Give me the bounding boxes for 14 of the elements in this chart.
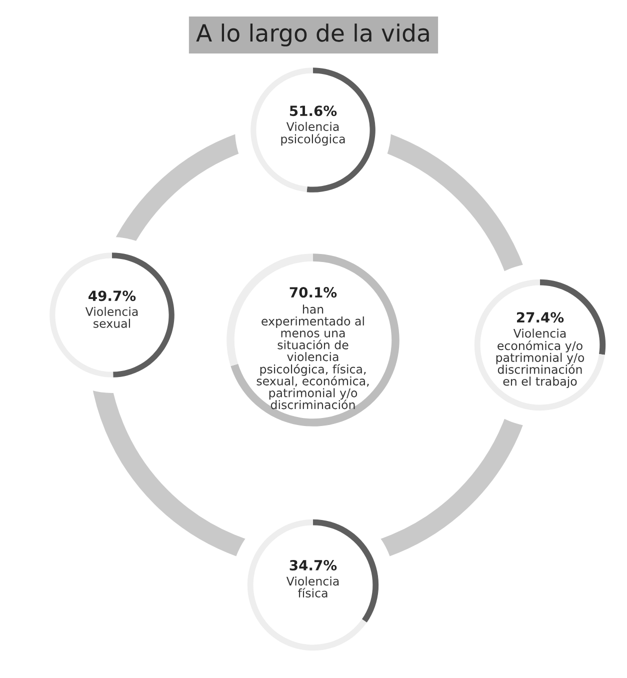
data-label: 51.6% <box>290 106 337 116</box>
slice-label: Violencia psicológica <box>281 122 345 146</box>
slice-label: Violencia económica y/o patrimonial y/o discriminación en el trabajo <box>496 328 584 388</box>
donut-slice <box>230 254 400 426</box>
text: A lo largo de la vida <box>196 24 429 46</box>
slice-label: Violencia física <box>286 576 339 598</box>
data-label: 27.4% <box>517 312 564 323</box>
data-label: 49.7% <box>88 290 136 302</box>
data-label: 70.1% <box>290 287 337 298</box>
category-label: han experimentado al menos una situación de violencia psicológica, física, sexual, económica, patrimonial y/o discriminación <box>256 304 369 410</box>
donut-slice <box>474 279 605 411</box>
donut-slice <box>247 519 367 651</box>
slice-label: Violencia sexual <box>85 306 138 328</box>
data-label: 34.7% <box>290 560 337 570</box>
